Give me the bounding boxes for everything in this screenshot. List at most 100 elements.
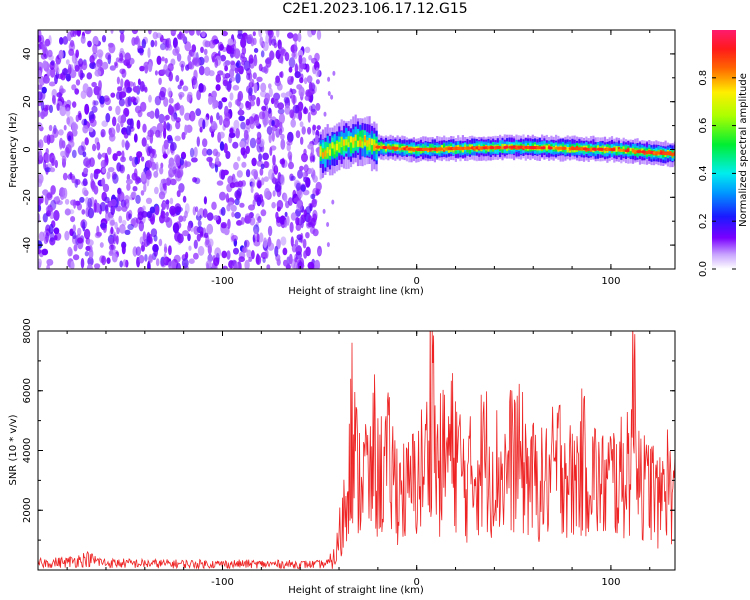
heatmap-cell [275, 75, 280, 84]
heatmap-cell [228, 101, 233, 108]
heatmap-cell [295, 251, 302, 260]
heatmap-cell [292, 94, 296, 106]
heatmap-cell [287, 32, 294, 39]
heatmap-cell [185, 64, 190, 71]
heatmap-cell [191, 76, 197, 86]
heatmap-cell [119, 164, 124, 172]
heatmap-cell [218, 115, 223, 126]
heatmap-cell [142, 231, 146, 242]
heatmap-cell [167, 63, 174, 72]
heatmap-cell [260, 82, 267, 93]
heatmap-cell [193, 225, 200, 235]
heatmap-cell [43, 135, 49, 144]
heatmap-cell [193, 146, 198, 158]
heatmap-cell [165, 199, 170, 205]
heatmap-cell [89, 55, 95, 64]
heatmap-cell [67, 116, 74, 127]
heatmap-cell [141, 38, 146, 49]
heatmap-cell [246, 72, 251, 81]
heatmap-cell [71, 129, 78, 137]
heatmap-cell [101, 255, 107, 266]
heatmap-cell [129, 155, 133, 162]
heatmap-cell [139, 81, 145, 92]
heatmap-cell [122, 259, 127, 267]
heatmap-cell [110, 226, 114, 235]
heatmap-cell [592, 147, 598, 151]
colorbar-tick-label: 0.4 [698, 165, 709, 181]
heatmap-cell [197, 210, 201, 217]
heatmap-cell [326, 147, 329, 154]
heatmap-cell [176, 262, 181, 269]
heatmap-cell [124, 194, 130, 204]
heatmap-cell [140, 190, 145, 196]
heatmap-cell [86, 72, 93, 80]
heatmap-cell [56, 92, 63, 98]
heatmap-cell [283, 193, 288, 203]
heatmap-cell [192, 50, 197, 59]
heatmap-cell [196, 89, 202, 101]
heatmap-cell [184, 161, 192, 168]
heatmap-cell [158, 77, 162, 86]
heatmap-cell [64, 198, 70, 205]
heatmap-cell [54, 74, 58, 85]
heatmap-cell [311, 171, 315, 181]
heatmap-cell [44, 167, 52, 173]
heatmap-cell [128, 213, 132, 220]
heatmap-cell [363, 136, 367, 143]
heatmap-cell [566, 147, 569, 151]
heatmap-cell [191, 157, 198, 163]
heatmap-cell [214, 247, 222, 258]
heatmap-cell [64, 230, 70, 241]
heatmap-cell [94, 168, 101, 174]
heatmap-cell [307, 112, 311, 123]
heatmap-cell [240, 216, 245, 225]
heatmap-cell [72, 254, 80, 261]
heatmap-cell [244, 259, 250, 269]
heatmap-cell [207, 95, 213, 105]
heatmap-cell [145, 169, 152, 180]
heatmap-cell [222, 73, 227, 79]
colorbar-gradient [712, 30, 736, 269]
heatmap-cell [146, 211, 152, 219]
heatmap-cell [257, 216, 262, 223]
x-tick-label: -100 [211, 276, 234, 287]
heatmap-cell [233, 247, 239, 255]
heatmap-cell [278, 128, 283, 136]
heatmap-cell [375, 145, 381, 149]
heatmap-cell [279, 71, 283, 78]
heatmap-cell [99, 95, 105, 105]
heatmap-cell [338, 144, 341, 151]
heatmap-cell [38, 212, 41, 224]
heatmap-cell [587, 145, 590, 151]
heatmap-cell [322, 208, 326, 214]
heatmap-cell [44, 153, 51, 164]
heatmap-cell [182, 230, 189, 237]
heatmap-cell [80, 35, 86, 44]
heatmap-cell [129, 118, 134, 130]
heatmap-cell [232, 84, 240, 91]
heatmap-cell [99, 242, 104, 248]
heatmap-cell [503, 145, 509, 149]
x-tick-label: 0 [414, 276, 420, 287]
heatmap-cell [133, 133, 138, 143]
heatmap-cell [246, 249, 252, 259]
heatmap-cell [257, 180, 261, 189]
heatmap-cell [126, 125, 131, 136]
heatmap-cell [182, 215, 187, 222]
heatmap-cell [136, 119, 141, 130]
heatmap-cell [72, 224, 77, 233]
heatmap-cell [287, 131, 294, 143]
heatmap-cell [249, 80, 253, 88]
heatmap-cell [145, 197, 153, 204]
heatmap-cell [125, 178, 133, 185]
heatmap-cell [46, 264, 50, 269]
heatmap-cell [160, 43, 166, 51]
heatmap-cell [141, 241, 145, 252]
heatmap-cell [305, 177, 311, 188]
heatmap-cell [240, 121, 246, 130]
heatmap-cell [247, 34, 254, 44]
heatmap-cell [96, 231, 102, 237]
heatmap-cell [70, 216, 76, 223]
heatmap-cell [120, 156, 126, 163]
heatmap-cell [237, 156, 241, 162]
